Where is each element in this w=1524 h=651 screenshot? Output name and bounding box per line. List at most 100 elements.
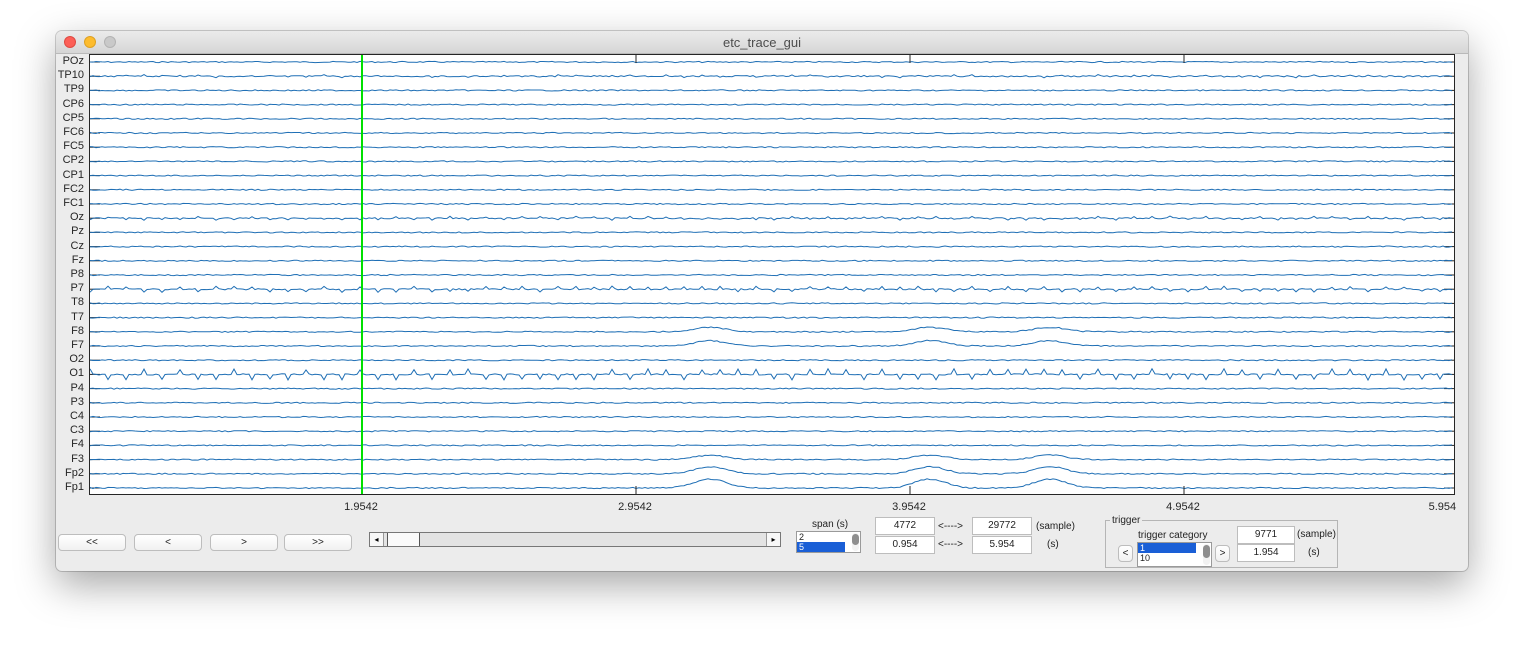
sample-unit-label: (sample)	[1036, 521, 1075, 532]
trace-c3	[90, 430, 1453, 433]
channel-label: C3	[69, 424, 84, 437]
trigger-option[interactable]: 10	[1140, 553, 1151, 563]
trace-cz	[90, 245, 1453, 248]
trace-f7	[90, 339, 1453, 348]
previous-trigger-button[interactable]: <	[1118, 545, 1133, 562]
range-arrow: <---->	[938, 539, 963, 550]
trace-oz	[90, 215, 1453, 221]
span-option-selected[interactable]: 5	[797, 542, 845, 552]
x-tick-label: 5.954	[1428, 501, 1457, 513]
channel-label: FC1	[63, 197, 84, 209]
trigger-panel-title: trigger	[1110, 515, 1143, 526]
next-trigger-button[interactable]: >	[1215, 545, 1230, 562]
seconds-unit-label: (s)	[1047, 539, 1059, 550]
trace-t7	[90, 316, 1453, 319]
end-sample-field[interactable]: 29772	[972, 517, 1032, 535]
end-time-field[interactable]: 5.954	[972, 536, 1032, 554]
channel-label: CP6	[62, 97, 84, 110]
channel-label: O1	[69, 367, 84, 380]
trace-p4	[90, 387, 1453, 390]
trigger-category-listbox[interactable]: 1 10	[1137, 542, 1212, 567]
next-page-button[interactable]: >	[210, 534, 278, 551]
trigger-sample-unit-label: (sample)	[1297, 529, 1336, 540]
first-page-button[interactable]: <<	[58, 534, 126, 551]
trace-fc6	[90, 131, 1453, 135]
span-label: span (s)	[812, 519, 849, 530]
channel-label: P7	[70, 282, 84, 295]
trace-tp10	[90, 74, 1453, 79]
x-tick-label: 3.9542	[892, 501, 926, 513]
trace-fz	[90, 259, 1453, 262]
channel-label: F4	[71, 438, 84, 451]
trace-fc1	[90, 202, 1453, 206]
app-window: etc_trace_gui POz TP10 TP9 CP6 CP5 FC6 FC5 CP2 C…	[56, 31, 1468, 571]
minimize-window-button[interactable]	[84, 36, 96, 48]
trace-tp9	[90, 89, 1453, 92]
x-tick-label: 4.9542	[1166, 501, 1200, 513]
x-tick-label: 2.9542	[618, 501, 652, 513]
time-slider[interactable]: ◂ ▸	[369, 532, 781, 547]
trace-fc2	[90, 188, 1453, 191]
slider-left-arrow-icon[interactable]: ◂	[370, 533, 384, 546]
trace-cp5	[90, 117, 1453, 120]
trace-cp6	[90, 103, 1453, 106]
channel-label: FC6	[63, 126, 84, 138]
trace-axes[interactable]	[89, 54, 1455, 495]
trace-poz	[90, 60, 1453, 64]
channel-label: CP1	[62, 168, 84, 181]
start-sample-field[interactable]: 4772	[875, 517, 935, 535]
trace-f8	[90, 326, 1453, 333]
start-time-field[interactable]: 0.954	[875, 536, 935, 554]
trace-t8	[90, 302, 1453, 305]
trigger-sample-field[interactable]: 9771	[1237, 526, 1295, 544]
channel-label: TP10	[57, 69, 84, 82]
trace-o1	[90, 367, 1453, 382]
channel-label: F8	[71, 324, 84, 337]
trigger-category-label: trigger category	[1138, 530, 1208, 541]
channel-label: Fp2	[65, 466, 84, 479]
trigger-time-unit-label: (s)	[1308, 547, 1320, 558]
channel-label: P3	[70, 395, 84, 408]
channel-label: FC5	[63, 140, 84, 153]
channel-label: O2	[69, 353, 84, 366]
channel-label: TP9	[63, 83, 84, 96]
channel-label: Oz	[69, 211, 84, 224]
x-tick-label: 1.9542	[344, 501, 378, 513]
trace-fp2	[90, 465, 1453, 475]
trigger-panel	[1105, 520, 1338, 568]
trigger-option-selected[interactable]: 1	[1138, 543, 1196, 553]
trace-pz	[90, 231, 1453, 234]
channel-label: Cz	[70, 239, 84, 252]
trace-cp2	[90, 160, 1453, 163]
channel-label: CP5	[62, 111, 84, 124]
previous-page-button[interactable]: <	[134, 534, 202, 551]
eeg-traces	[90, 55, 1454, 494]
trace-cp1	[90, 174, 1453, 177]
trigger-scrollbar[interactable]	[1203, 544, 1210, 565]
window-title: etc_trace_gui	[722, 35, 802, 50]
slider-thumb[interactable]	[387, 533, 420, 546]
channel-label: CP2	[62, 154, 84, 167]
channel-label: T8	[71, 296, 84, 309]
close-window-button[interactable]	[64, 36, 76, 48]
channel-label: F7	[71, 339, 84, 351]
trace-fp1	[90, 478, 1453, 490]
trace-f4	[90, 444, 1453, 447]
span-option[interactable]: 2	[799, 532, 805, 542]
channel-label: T7	[71, 310, 84, 323]
range-arrow: <---->	[938, 521, 963, 532]
maximize-window-button[interactable]	[104, 36, 116, 48]
title-bar: etc_trace_gui	[56, 31, 1468, 54]
trace-p3	[90, 401, 1453, 404]
slider-right-arrow-icon[interactable]: ▸	[766, 533, 780, 546]
trace-o2	[90, 359, 1453, 362]
span-listbox[interactable]: 2 5	[796, 531, 861, 553]
span-scrollbar[interactable]	[852, 533, 859, 551]
channel-label: Fp1	[65, 481, 84, 493]
channel-label: Fz	[71, 253, 84, 266]
trace-p8	[90, 273, 1453, 277]
trigger-time-field[interactable]: 1.954	[1237, 544, 1295, 562]
trace-f3	[90, 454, 1453, 461]
last-page-button[interactable]: >>	[284, 534, 352, 551]
channel-label: C4	[69, 410, 84, 422]
